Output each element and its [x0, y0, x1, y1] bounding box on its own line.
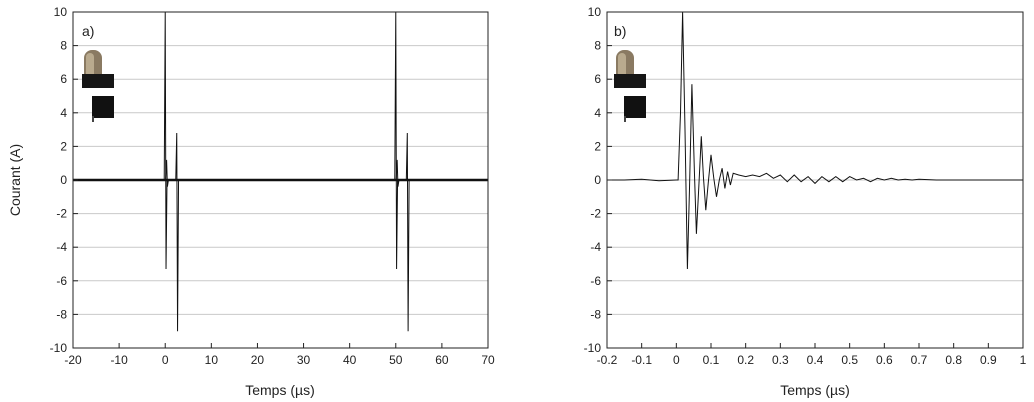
x-tick-label: -0.2 [597, 353, 618, 367]
data-spike [175, 132, 180, 332]
x-tick-label: 0 [673, 353, 680, 367]
x-tick-label: -10 [110, 353, 128, 367]
panel-b-plot-frame [606, 11, 1024, 349]
panel-b-series [607, 11, 1023, 270]
panel-b-letter: b) [614, 23, 626, 39]
y-tick-label: 10 [588, 5, 602, 19]
y-tick-label: 2 [594, 139, 601, 153]
x-tick-label: -0.1 [631, 353, 652, 367]
x-tick-label: 0.6 [876, 353, 893, 367]
panel-b-gridlines [607, 45, 1023, 315]
x-tick-label: 0.5 [841, 353, 858, 367]
x-tick-label: 1 [1020, 353, 1027, 367]
x-tick-label: 0.8 [945, 353, 962, 367]
data-spike [405, 132, 410, 332]
y-tick-label: -8 [56, 307, 67, 321]
y-tick-label: -2 [56, 207, 67, 221]
y-tick-label: 6 [594, 72, 601, 86]
x-tick-label: 40 [343, 353, 357, 367]
y-tick-label: -10 [584, 341, 602, 355]
data-spike [394, 11, 399, 270]
data-spike [165, 159, 169, 187]
x-tick-label: -20 [64, 353, 82, 367]
y-tick-label: 4 [594, 106, 601, 120]
x-tick-label: 60 [435, 353, 449, 367]
y-tick-label: 8 [594, 39, 601, 53]
y-tick-label: -10 [50, 341, 68, 355]
data-spike [395, 159, 400, 187]
x-tick-label: 30 [297, 353, 311, 367]
data-spike [163, 11, 168, 270]
y-tick-label: -8 [590, 307, 601, 321]
x-tick-label: 70 [481, 353, 495, 367]
panel-a-letter: a) [82, 23, 94, 39]
x-tick-label: 50 [389, 353, 403, 367]
data-series-line [607, 11, 1023, 270]
y-tick-label: -4 [590, 240, 601, 254]
y-tick-label: -6 [590, 274, 601, 288]
x-tick-label: 0 [162, 353, 169, 367]
y-tick-label: -4 [56, 240, 67, 254]
y-tick-label: 10 [54, 5, 68, 19]
y-tick-label: 4 [60, 106, 67, 120]
panel-b: -10 -8 -6 -4 -2 0 2 4 6 8 10 -0.2 -0.1 0 0.1 0.2 0.3 0.4 0… [584, 5, 1027, 398]
x-tick-label: 0.1 [703, 353, 720, 367]
y-tick-label: 8 [60, 39, 67, 53]
x-tick-label: 0.9 [980, 353, 997, 367]
y-tick-label: 6 [60, 72, 67, 86]
x-tick-label: 0.3 [772, 353, 789, 367]
x-tick-label: 10 [205, 353, 219, 367]
y-tick-label: -2 [590, 207, 601, 221]
x-tick-label: 0.7 [911, 353, 928, 367]
panel-b-ticks: -10 -8 -6 -4 -2 0 2 4 6 8 10 -0.2 -0.1 0 0.1 0.2 0.3 0.4 0… [584, 5, 1027, 367]
y-tick-label: 2 [60, 139, 67, 153]
panel-a-x-axis-title: Temps (µs) [245, 382, 315, 398]
electrode-gap-icon [82, 50, 114, 122]
y-tick-label: 0 [594, 173, 601, 187]
panel-a-plot-frame [72, 11, 489, 349]
panel-a-y-axis-title: Courant (A) [7, 144, 23, 216]
panel-b-x-axis-title: Temps (µs) [780, 382, 850, 398]
x-tick-label: 0.4 [807, 353, 824, 367]
y-tick-label: 0 [60, 173, 67, 187]
panel-a-series [73, 11, 488, 332]
x-tick-label: 0.2 [737, 353, 754, 367]
y-tick-label: -6 [56, 274, 67, 288]
x-tick-label: 20 [251, 353, 265, 367]
electrode-gap-icon [614, 50, 646, 122]
